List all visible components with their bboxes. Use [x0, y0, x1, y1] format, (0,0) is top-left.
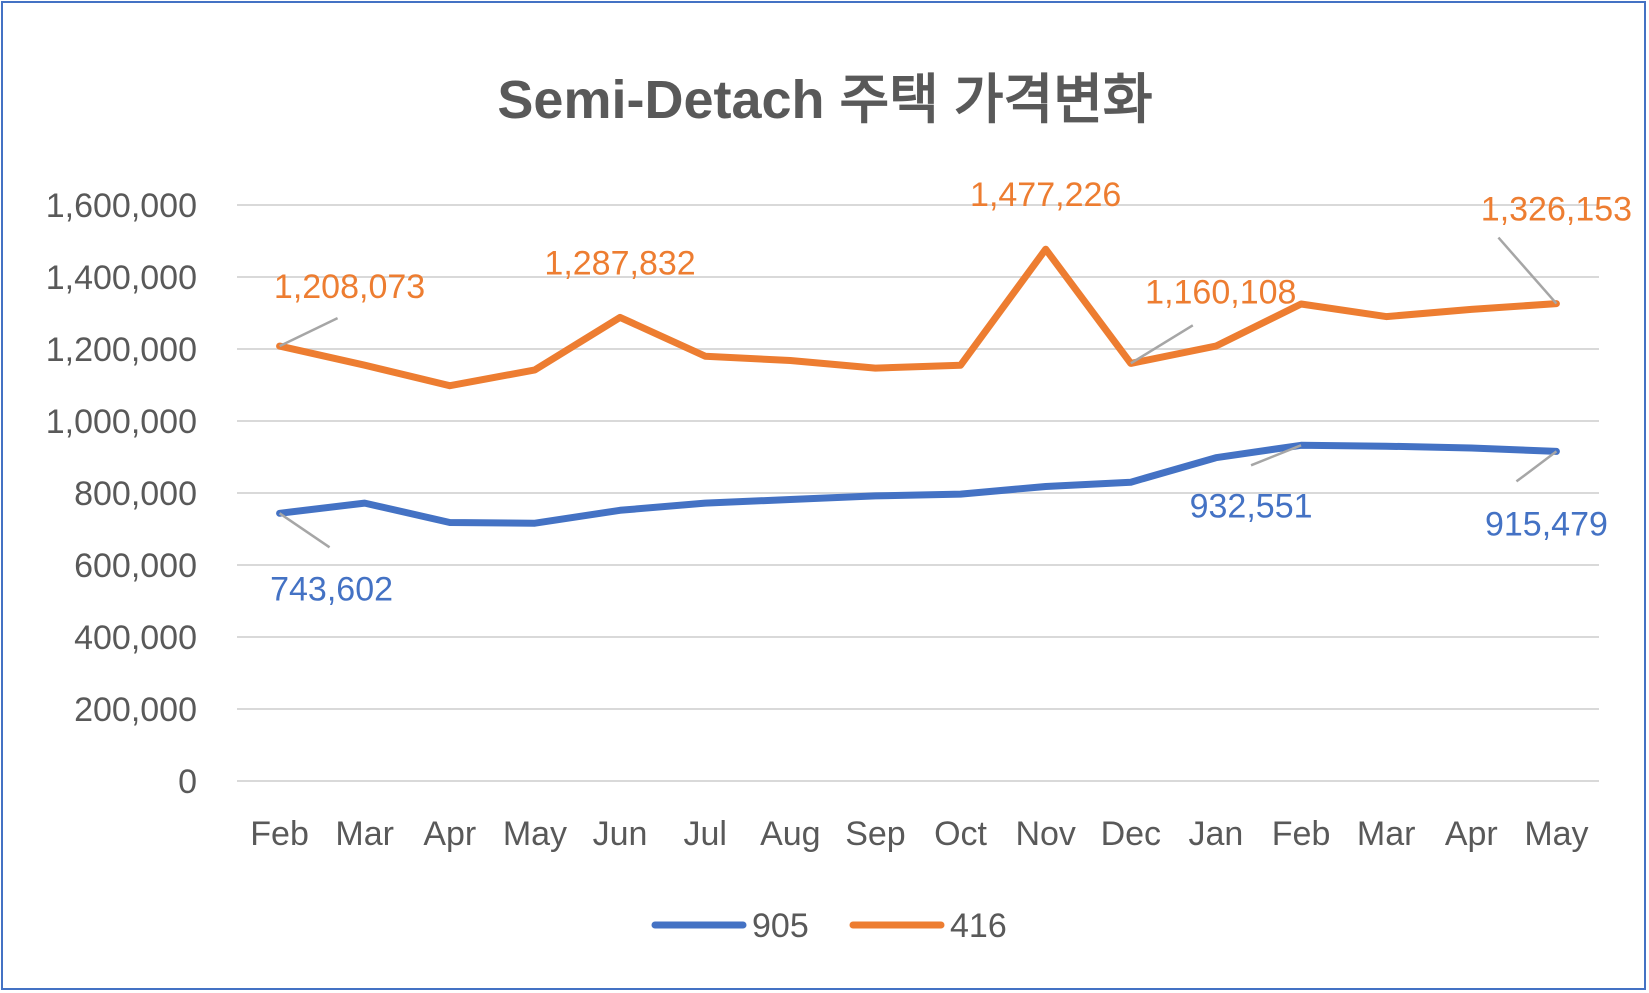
series-line-905	[276, 441, 1560, 527]
data-labels: 1,208,073 1,287,832 1,477,226 1,160,108 1,32…	[270, 176, 1632, 608]
x-tick-label: Dec	[1101, 815, 1161, 853]
x-tick-label: Jan	[1189, 815, 1244, 853]
x-tick-label: Mar	[335, 815, 394, 853]
leader-line	[1250, 444, 1302, 467]
data-label: 1,208,073	[274, 268, 425, 306]
x-tick-label: Sep	[845, 815, 906, 853]
leader-line	[279, 316, 339, 348]
x-tick-label: Apr	[423, 815, 476, 853]
data-label: 1,326,153	[1481, 191, 1632, 229]
legend-label: 905	[752, 907, 809, 945]
series-lines	[276, 245, 1560, 527]
y-tick-label: 1,600,000	[46, 187, 197, 225]
x-axis-ticks: Feb Mar Apr May Jun Jul Aug Sep Oct Nov Dec Jan Feb M…	[250, 815, 1588, 853]
gridlines	[237, 204, 1599, 782]
x-tick-label: Jul	[683, 815, 726, 853]
x-tick-label: Mar	[1357, 815, 1416, 853]
data-label: 1,160,108	[1145, 273, 1296, 311]
x-tick-label: Oct	[934, 815, 987, 853]
chart-title: Semi-Detach 주택 가격변화	[497, 70, 1152, 130]
y-tick-label: 200,000	[74, 691, 197, 729]
data-label: 1,287,832	[544, 244, 695, 282]
data-label: 743,602	[270, 570, 393, 608]
y-axis-ticks: 0 200,000 400,000 600,000 800,000 1,000,000 1,…	[46, 187, 197, 801]
leader-line	[1515, 450, 1558, 483]
x-tick-label: Feb	[250, 815, 309, 853]
x-tick-label: Nov	[1015, 815, 1075, 853]
x-tick-label: May	[1524, 815, 1588, 853]
y-tick-label: 400,000	[74, 619, 197, 657]
y-tick-label: 800,000	[74, 475, 197, 513]
leader-line	[278, 512, 331, 549]
y-tick-label: 600,000	[74, 547, 197, 585]
y-tick-label: 0	[178, 763, 197, 801]
series-line-416	[276, 245, 1560, 390]
legend: 905 416	[651, 907, 1007, 945]
x-tick-label: Apr	[1445, 815, 1498, 853]
data-label: 932,551	[1190, 487, 1313, 525]
leader-line	[1130, 324, 1194, 365]
legend-label: 416	[950, 907, 1007, 945]
leader-line	[1497, 236, 1558, 305]
x-tick-label: May	[503, 815, 567, 853]
x-tick-label: Feb	[1272, 815, 1331, 853]
x-tick-label: Aug	[760, 815, 821, 853]
y-tick-label: 1,000,000	[46, 403, 197, 441]
y-tick-label: 1,200,000	[46, 331, 197, 369]
x-tick-label: Jun	[593, 815, 648, 853]
data-label: 915,479	[1485, 505, 1608, 543]
data-label: 1,477,226	[970, 176, 1121, 214]
y-tick-label: 1,400,000	[46, 259, 197, 297]
